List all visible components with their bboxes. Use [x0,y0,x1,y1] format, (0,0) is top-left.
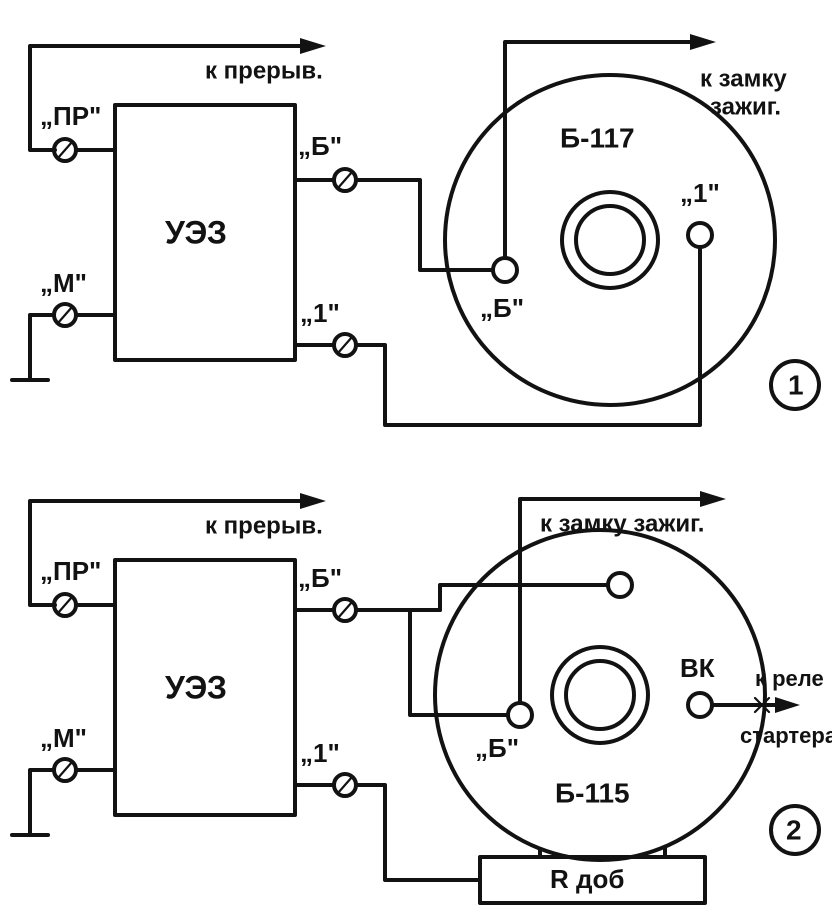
badge-2-text: 2 [786,814,802,845]
uez-label-2: УЭЗ [165,669,227,705]
arrow-starter [775,697,800,713]
coil-label-1: „1" [680,178,720,208]
wire-1-to-coil [356,247,700,425]
wire-m-ground [30,315,54,380]
arrow-lock-2 [700,491,726,507]
label-m-2: „М" [40,723,87,753]
label-m: „М" [40,268,87,298]
coil-label-bk: ВК [680,653,715,683]
coil-core-inner [576,206,644,274]
terminal-pr-slash [58,142,72,158]
coil-term-bk [688,693,712,717]
coil-term-top [608,573,632,597]
label-pr-2: „ПР" [40,556,101,586]
arrow-breaker-1 [300,38,326,54]
coil-label-b-2: „Б" [475,733,519,763]
label-to-breaker-2: к прерыв. [205,512,323,539]
terminal-m-slash [58,307,72,323]
label-pr: „ПР" [40,101,101,131]
label-1-2: „1" [300,738,340,768]
wire-b-to-coil [356,180,493,270]
terminal-pr-slash-2 [58,597,72,613]
label-1: „1" [300,298,340,328]
coil-term-1 [688,223,712,247]
wire-b-to-coilb [410,610,508,715]
coil-term-b [493,258,517,282]
arrow-lock-1 [690,34,716,50]
coil-label-b: „Б" [480,293,524,323]
terminal-m-slash-2 [58,762,72,778]
label-starter-a: к реле [755,666,824,691]
coil-core-inner-2 [566,661,634,729]
label-starter-b: стартера [740,723,832,748]
label-b-2: „Б" [298,563,342,593]
terminal-1-slash-2 [338,777,352,793]
terminal-b-slash-2 [338,602,352,618]
coil-outer-2 [435,530,765,860]
diagram-2: УЭЗ „ПР" „М" к прерыв. „Б" „1" Б-115 [12,491,832,903]
coil-term-b-2 [508,703,532,727]
label-lock-1b: зажиг. [710,93,781,120]
label-to-breaker-1: к прерыв. [205,57,323,84]
coil-model-2: Б-115 [555,777,630,808]
badge-1-text: 1 [788,369,804,400]
terminal-b-slash [338,172,352,188]
rdob-label: R доб [550,864,624,894]
label-lock-2: к замку зажиг. [540,510,704,537]
diagram-1: УЭЗ „ПР" „М" к прерыв. „Б" „1" Б-117 [12,34,819,425]
uez-label: УЭЗ [165,214,227,250]
wire-m-ground-2 [30,770,54,835]
arrow-breaker-2 [300,493,326,509]
terminal-1-slash [338,337,352,353]
label-lock-1a: к замку [700,65,787,92]
coil-model-1: Б-117 [560,122,635,153]
label-b: „Б" [298,131,342,161]
wire-1-to-rdob [356,785,480,880]
